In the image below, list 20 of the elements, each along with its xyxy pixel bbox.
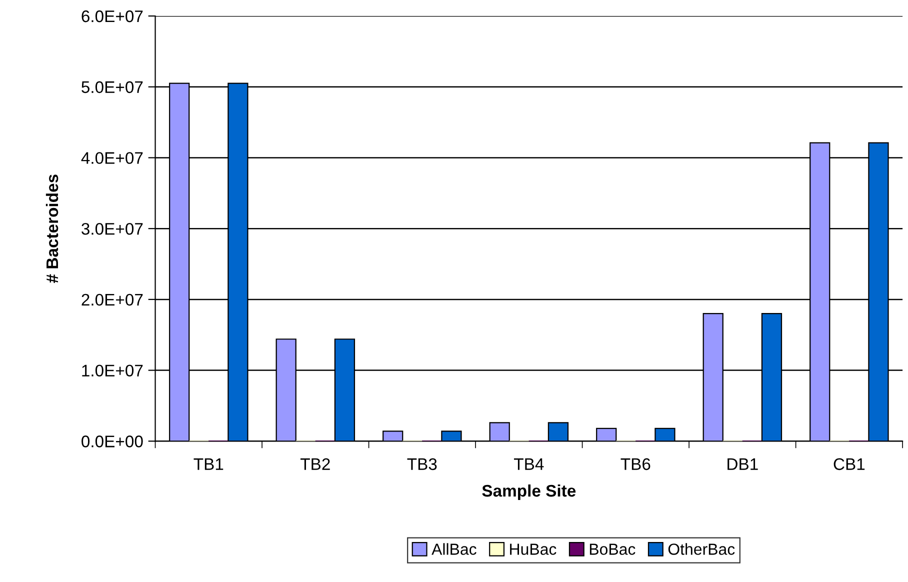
y-tick-label: 1.0E+07 bbox=[82, 364, 143, 376]
y-tick-label: 3.0E+07 bbox=[82, 222, 143, 235]
legend-label: HuBac bbox=[510, 544, 556, 555]
x-tick-label: DB1 bbox=[728, 458, 758, 470]
legend-label: AllBac bbox=[432, 543, 476, 555]
y-axis-title: # Bacteroides bbox=[46, 174, 58, 283]
x-tick-label: TB4 bbox=[514, 458, 544, 470]
x-tick-label: CB1 bbox=[834, 458, 865, 470]
x-tick-label: TB2 bbox=[300, 458, 330, 470]
x-tick-label: TB3 bbox=[407, 458, 437, 470]
x-tick-label: TB6 bbox=[620, 458, 650, 470]
y-tick-label: 4.0E+07 bbox=[81, 152, 143, 164]
x-axis-title: Sample Site bbox=[482, 484, 576, 500]
y-tick-label: 5.0E+07 bbox=[82, 81, 143, 94]
x-tick-label: TB1 bbox=[194, 458, 224, 470]
legend-label: BoBac bbox=[590, 544, 636, 555]
legend-label: OtherBac bbox=[668, 543, 735, 555]
y-tick-label: 0.0E+00 bbox=[82, 436, 143, 448]
y-tick-label: 2.0E+07 bbox=[82, 294, 143, 306]
y-tick-label: 6.0E+07 bbox=[82, 10, 143, 22]
